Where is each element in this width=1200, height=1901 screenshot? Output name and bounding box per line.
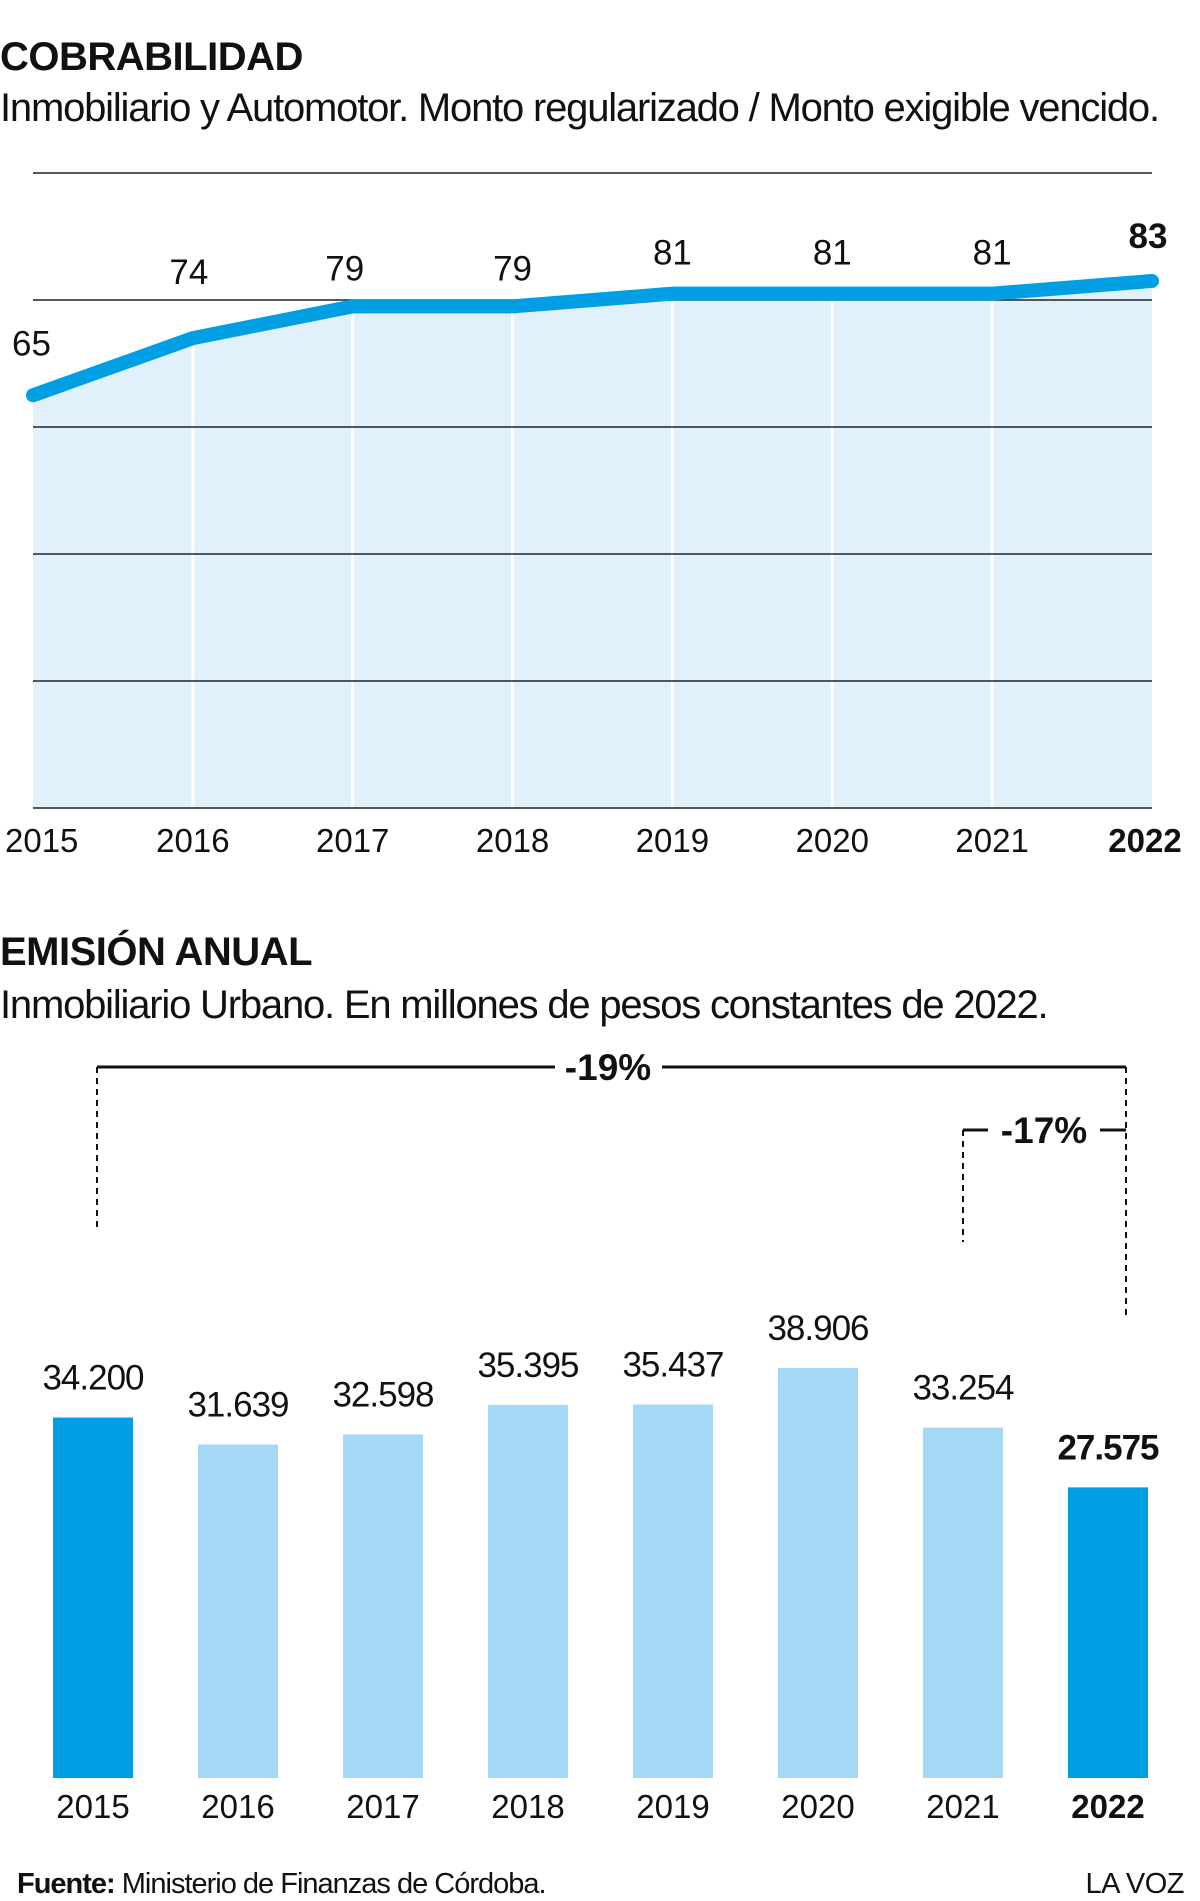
x-tick-label: 2022	[1071, 1788, 1144, 1825]
bar	[1068, 1487, 1148, 1778]
data-label: 27.575	[1057, 1428, 1159, 1467]
bar	[488, 1404, 568, 1778]
data-label: 38.906	[767, 1309, 868, 1348]
data-label: 81	[813, 234, 852, 273]
x-tick-label: 2021	[955, 822, 1028, 859]
data-label: 79	[493, 249, 532, 288]
x-tick-label: 2020	[781, 1788, 854, 1825]
data-label: 34.200	[42, 1359, 144, 1398]
data-label: 83	[1129, 217, 1168, 256]
data-label: 32.598	[332, 1375, 433, 1414]
x-tick-label: 2018	[476, 822, 549, 859]
source-label: Fuente:	[17, 1868, 116, 1900]
area-fill	[33, 280, 1152, 808]
series-line	[26, 273, 1159, 403]
annotation-label: -17%	[1001, 1110, 1087, 1151]
x-tick-label: 2015	[5, 822, 78, 859]
source-text: Ministerio de Finanzas de Córdoba.	[114, 1868, 547, 1900]
data-label: 79	[325, 249, 364, 288]
bar	[633, 1404, 713, 1778]
brand-logo: LA VOZ	[1085, 1868, 1184, 1900]
bar	[923, 1427, 1003, 1778]
x-tick-label: 2019	[636, 822, 709, 859]
x-tick-label: 2016	[156, 822, 229, 859]
bar	[198, 1444, 278, 1778]
data-label: 65	[12, 324, 51, 363]
x-tick-label: 2016	[201, 1788, 274, 1825]
chart1-line-area: 65 74 79 79 81 81 81 83 2015 2016 2017 2018 2019 2020…	[5, 172, 1182, 859]
x-tick-label: 2017	[316, 822, 389, 859]
x-tick-label: 2015	[56, 1788, 129, 1825]
x-tick-label: 2018	[491, 1788, 564, 1825]
chart1-title: COBRABILIDAD	[0, 35, 303, 79]
bar	[778, 1367, 858, 1778]
annotation-label: -19%	[565, 1047, 651, 1088]
bar	[53, 1417, 133, 1778]
chart1-subtitle: Inmobiliario y Automotor. Monto regulari…	[0, 86, 1160, 130]
data-label: 81	[653, 234, 692, 273]
x-tick-label: 2022	[1108, 822, 1181, 859]
data-label: 74	[169, 253, 208, 292]
x-tick-label: 2019	[636, 1788, 709, 1825]
data-label: 33.254	[912, 1369, 1014, 1408]
data-label: 35.437	[622, 1345, 723, 1384]
bar	[343, 1434, 423, 1778]
chart2-title: EMISIÓN ANUAL	[0, 930, 313, 974]
chart2-subtitle: Inmobiliario Urbano. En millones de peso…	[0, 983, 1049, 1027]
x-tick-label: 2017	[346, 1788, 419, 1825]
data-label: 31.639	[187, 1386, 288, 1425]
x-tick-label: 2021	[926, 1788, 999, 1825]
x-tick-label: 2020	[796, 822, 869, 859]
source-note: Fuente: Ministerio de Finanzas de Córdob…	[17, 1868, 547, 1901]
data-label: 81	[973, 234, 1012, 273]
data-label: 35.395	[477, 1346, 578, 1385]
